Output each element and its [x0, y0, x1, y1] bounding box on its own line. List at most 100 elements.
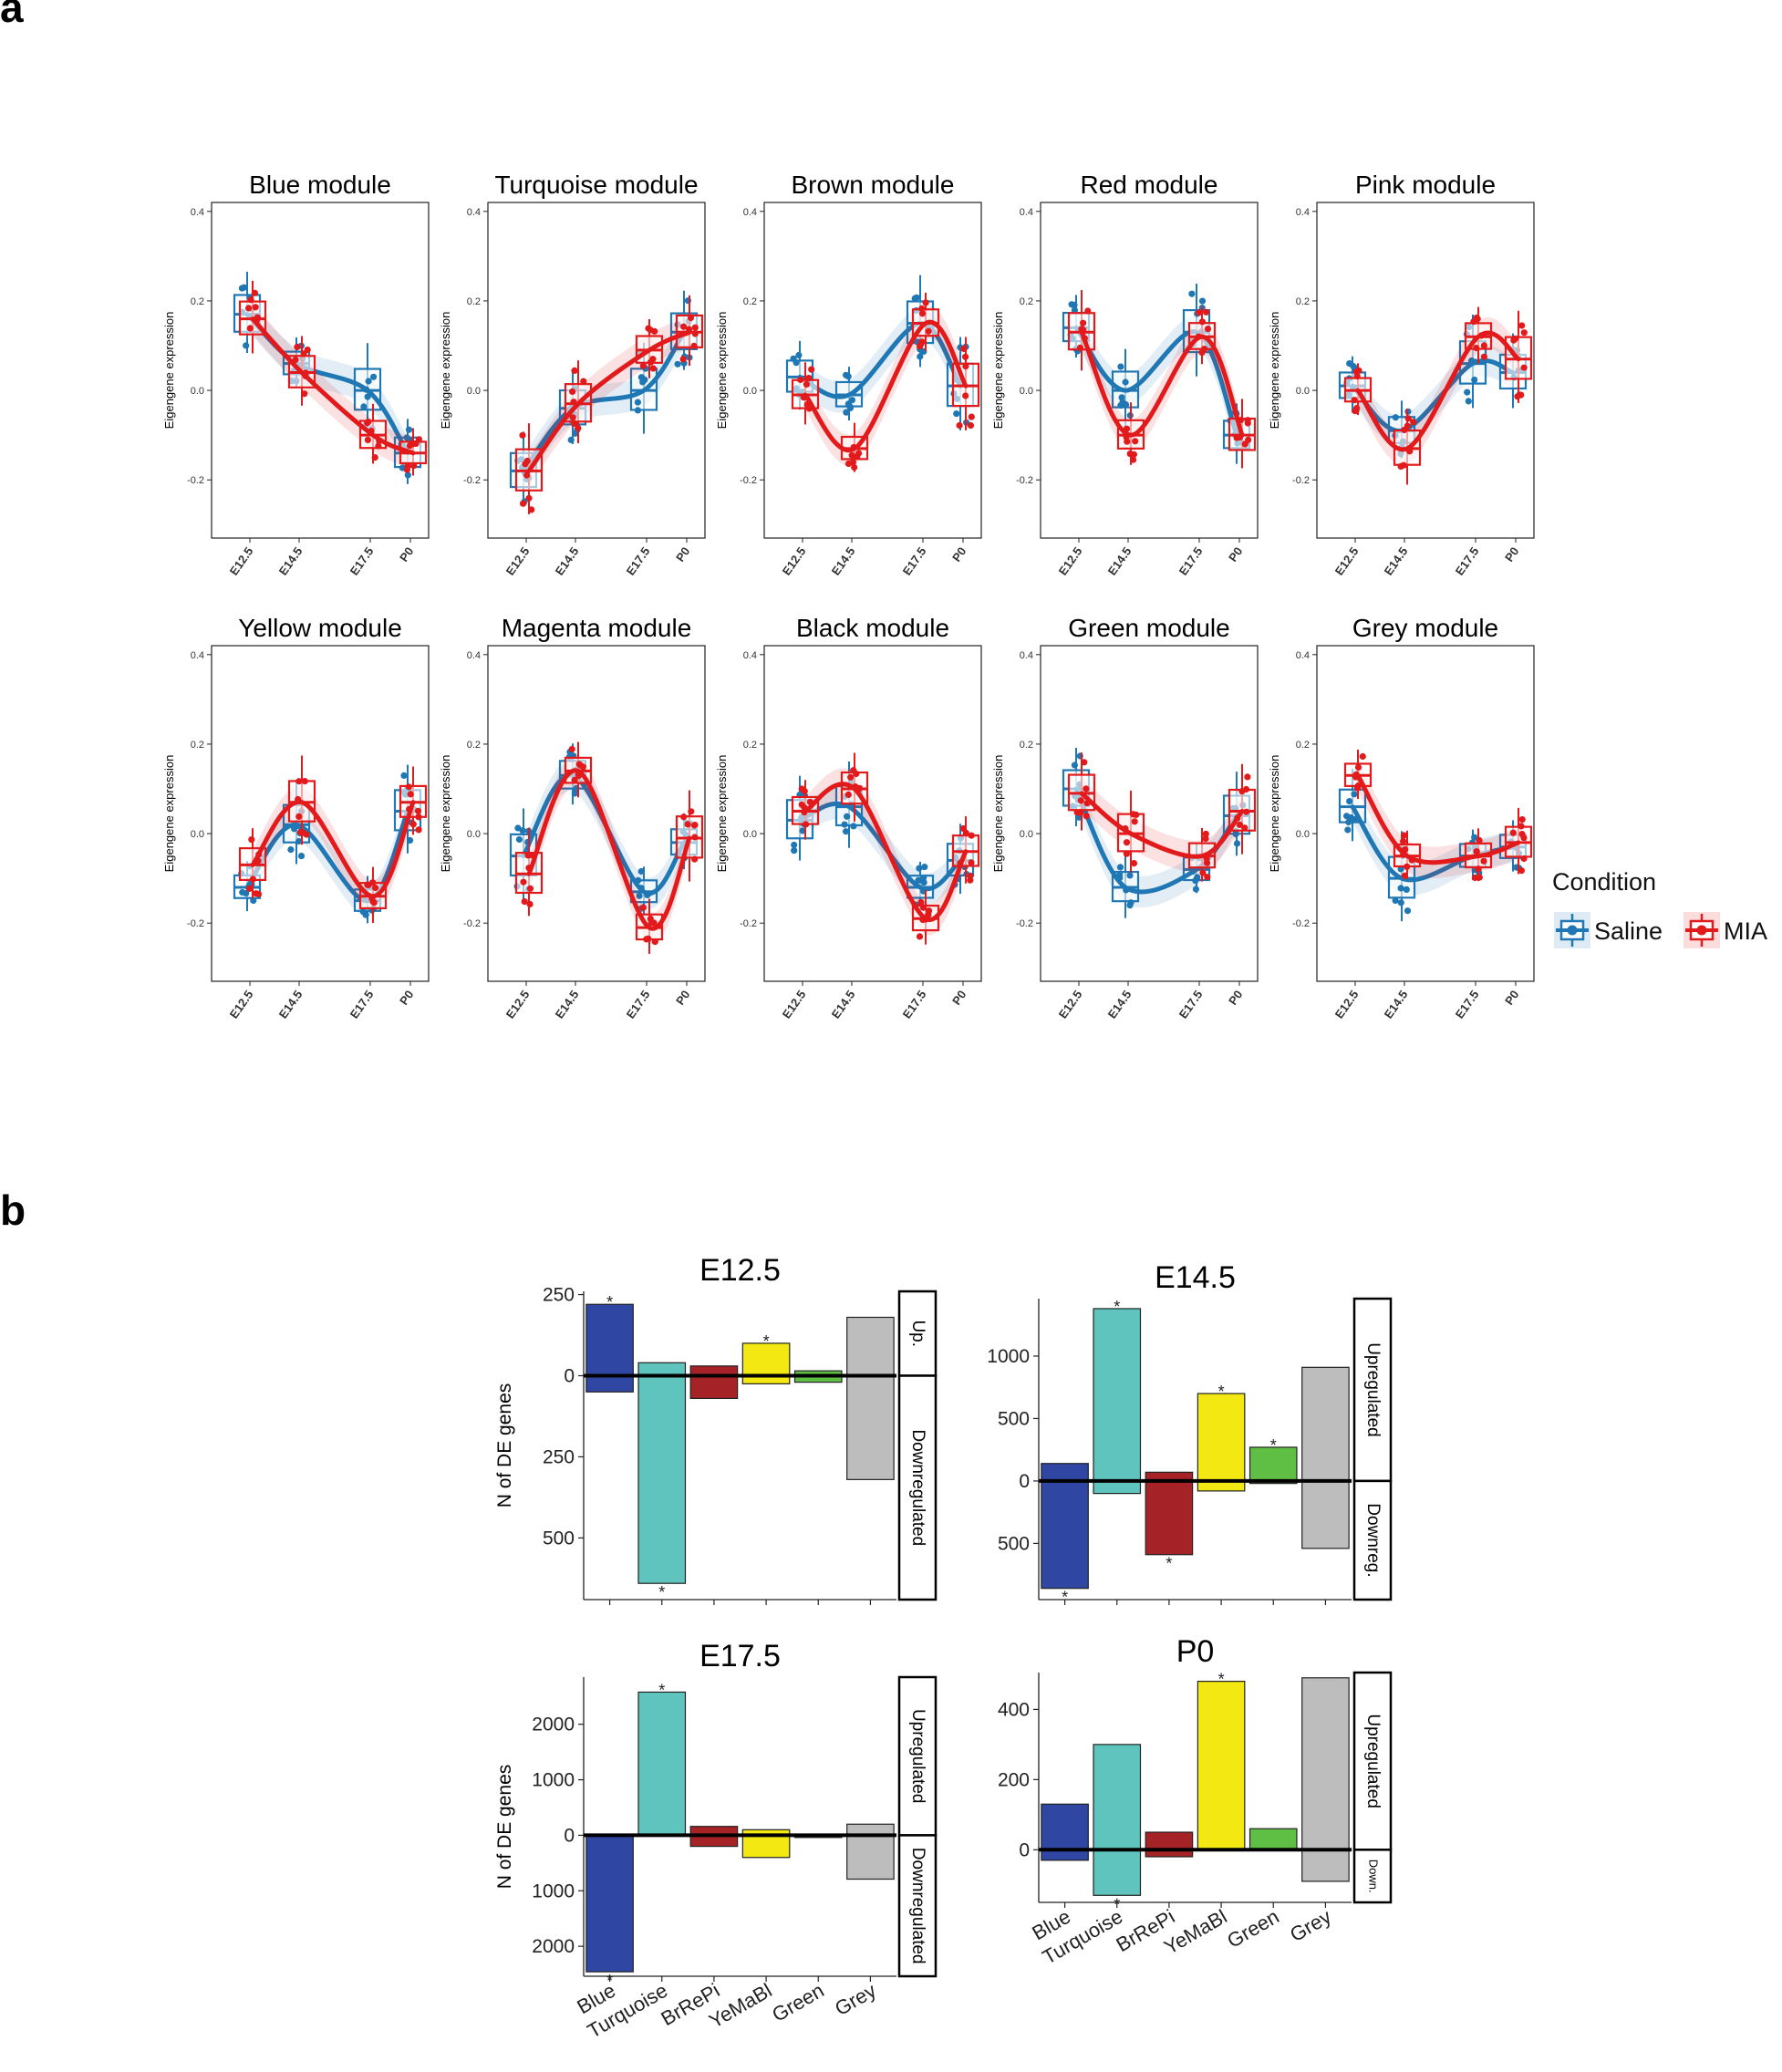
module-red-module-mia-point [1130, 456, 1137, 463]
de-chart-e14-5-sig-up-yemabl: * [1218, 1383, 1225, 1401]
module-grey-module-mia-point [1480, 857, 1487, 865]
module-red-module-saline-trend-line [1073, 325, 1239, 438]
panel-a-label: a [0, 0, 24, 31]
module-brown-module-saline-trend-line [797, 321, 963, 399]
module-turquoise-module-mia-point [520, 500, 527, 507]
de-chart-e14-5-sig-up-turquoise: * [1114, 1298, 1120, 1316]
module-grey-module-mia-point [1509, 829, 1517, 836]
module-black-module-mia-point [916, 933, 924, 940]
module-green-module-xtick-label: E17.5 [1176, 988, 1206, 1020]
module-grey-module-mia-point [1518, 867, 1525, 875]
module-magenta-module-mia-point [691, 855, 699, 863]
module-pink-module-saline-point [1471, 376, 1478, 384]
module-magenta-module-title: Magenta module [502, 614, 692, 642]
module-pink-module-mia-point [1480, 353, 1487, 360]
de-chart-p0-bar-down-turquoise [1093, 1849, 1142, 1896]
module-green-module-mia-point [1123, 850, 1130, 857]
module-turquoise-module-xtick-label: P0 [673, 544, 692, 565]
module-brown-module-title: Brown module [792, 171, 955, 199]
module-turquoise-module-xtick-label: E17.5 [624, 544, 653, 577]
module-blue-module-mia-point [294, 343, 301, 350]
module-grey-module-xtick-label: E12.5 [1332, 988, 1362, 1020]
module-green-module-mia-point [1241, 824, 1248, 832]
module-blue-module-ytick-label: 0.2 [191, 296, 204, 307]
module-black-module-mia-point [968, 859, 975, 866]
module-green-module-mia-point [1077, 809, 1084, 816]
module-grey-module-ytick-label: 0.2 [1296, 740, 1310, 751]
module-grey-module-mia-point [1520, 834, 1528, 842]
module-eigengene-grid: Blue module Eigengene expression -0.2 0.0 0.… [162, 171, 1535, 1021]
module-grey-module-ytick-label: 0.0 [1296, 829, 1310, 840]
module-magenta-module-saline-point [571, 790, 578, 797]
module-black-module-mia-point [850, 767, 857, 774]
module-brown-module-panel: Brown module Eigengene expression -0.2 0.0 0… [715, 171, 982, 578]
module-blue-module-saline-point [238, 285, 245, 292]
module-grey-module-saline-point [1471, 834, 1478, 841]
module-yellow-module-mia-point [246, 885, 254, 893]
de-chart-e14-5-strip-down [1352, 1479, 1393, 1601]
module-red-module-saline-point [1117, 363, 1124, 370]
module-grey-module-mia-point [1518, 823, 1525, 830]
de-chart-e12-5-ytick-label: 250 [543, 1285, 575, 1306]
de-chart-e12-5-sig-down-turquoise: * [658, 1583, 665, 1601]
module-black-module-xtick-label: E17.5 [900, 988, 929, 1020]
module-brown-module-saline-point [844, 373, 852, 380]
module-grey-module-saline-point [1392, 896, 1399, 905]
module-brown-module-ytick-label: 0.2 [743, 296, 757, 307]
module-green-module-mia-point [1130, 860, 1138, 867]
module-magenta-module-mia-point [520, 878, 527, 886]
module-brown-module-saline-point [911, 295, 918, 302]
de-chart-e14-5-bar-up-grey [1301, 1366, 1350, 1482]
module-black-module-saline-point [791, 847, 798, 855]
de-chart-e12-5-bar-up-turquoise [637, 1362, 687, 1377]
module-red-module-ytick-label: 0.0 [1020, 386, 1033, 397]
module-blue-module-xtick-label: E12.5 [227, 544, 256, 577]
module-green-module-mia-point [1123, 839, 1131, 846]
module-green-module-ytick-label: 0.4 [1020, 650, 1033, 661]
module-black-module-saline-point [850, 823, 857, 830]
module-pink-module-ytick-label: 0.2 [1296, 296, 1310, 307]
module-red-module-saline-point [1198, 297, 1207, 305]
de-chart-e14-5-sig-up-green: * [1270, 1436, 1277, 1455]
module-green-module-ytick-label: 0.0 [1020, 829, 1033, 840]
module-yellow-module-mia-point [295, 778, 303, 785]
module-black-module-saline-point [791, 841, 798, 849]
module-turquoise-module-mia-trend-line [526, 329, 692, 473]
de-chart-e14-5-bar-down-grey [1301, 1480, 1350, 1549]
module-blue-module-mia-point [406, 442, 414, 450]
module-brown-module-mia-point [918, 310, 927, 317]
module-brown-module-mia-point [848, 451, 855, 459]
de-chart-e14-5-bar-down-brrepi [1145, 1480, 1194, 1556]
module-pink-module-mia-point [1355, 367, 1362, 374]
module-red-module-saline-point [1071, 301, 1078, 308]
module-pink-module-mia-point [1351, 397, 1358, 404]
module-black-module-mia-point [920, 904, 927, 911]
module-blue-module-saline-point [243, 342, 250, 349]
de-chart-e14-5-ytick-label: 500 [998, 1533, 1030, 1554]
de-genes-bar-charts: E12.5 N of DE genes 250 0 250 500 * * * Up. Downre… [494, 1253, 1393, 2043]
module-black-module-xtick-label: P0 [949, 988, 969, 1008]
de-chart-p0-ytick-label: 0 [1019, 1839, 1030, 1860]
de-chart-e12-5-ytick-label: 500 [543, 1528, 575, 1549]
de-chart-e17-5-ytick-label: 1000 [532, 1880, 575, 1901]
module-red-module-mia-point [1203, 308, 1210, 316]
module-magenta-module-xtick-label: E17.5 [624, 988, 653, 1020]
de-chart-e17-5-strip-down-label: Downregulated [908, 1848, 927, 1964]
de-chart-e12-5-strip-down [897, 1374, 938, 1601]
module-blue-module-mia-point [300, 350, 307, 357]
module-red-module-panel: Red module Eigengene expression -0.2 0.0 0.2… [991, 171, 1259, 578]
module-red-module-mia-point [1198, 318, 1206, 326]
module-yellow-module-xtick-label: E12.5 [227, 988, 256, 1020]
module-brown-module-ytick-label: 0.4 [743, 207, 757, 218]
module-green-module-xtick-label: E12.5 [1056, 988, 1085, 1020]
de-chart-e12-5-sig-up-yemabl: * [763, 1332, 770, 1351]
de-chart-e12-5-title: E12.5 [699, 1253, 781, 1288]
module-red-module-mia-trend-line [1079, 329, 1245, 438]
module-yellow-module-mia-trend-line [250, 800, 416, 899]
module-magenta-module-mia-point [691, 834, 699, 841]
module-yellow-module-ytick-label: 0.4 [191, 650, 204, 661]
module-blue-module-xtick-label: P0 [397, 544, 416, 565]
module-pink-module-mia-ribbon [1358, 316, 1518, 466]
module-red-module-xtick-label: P0 [1226, 544, 1245, 565]
module-green-module-mia-point [1202, 835, 1209, 843]
